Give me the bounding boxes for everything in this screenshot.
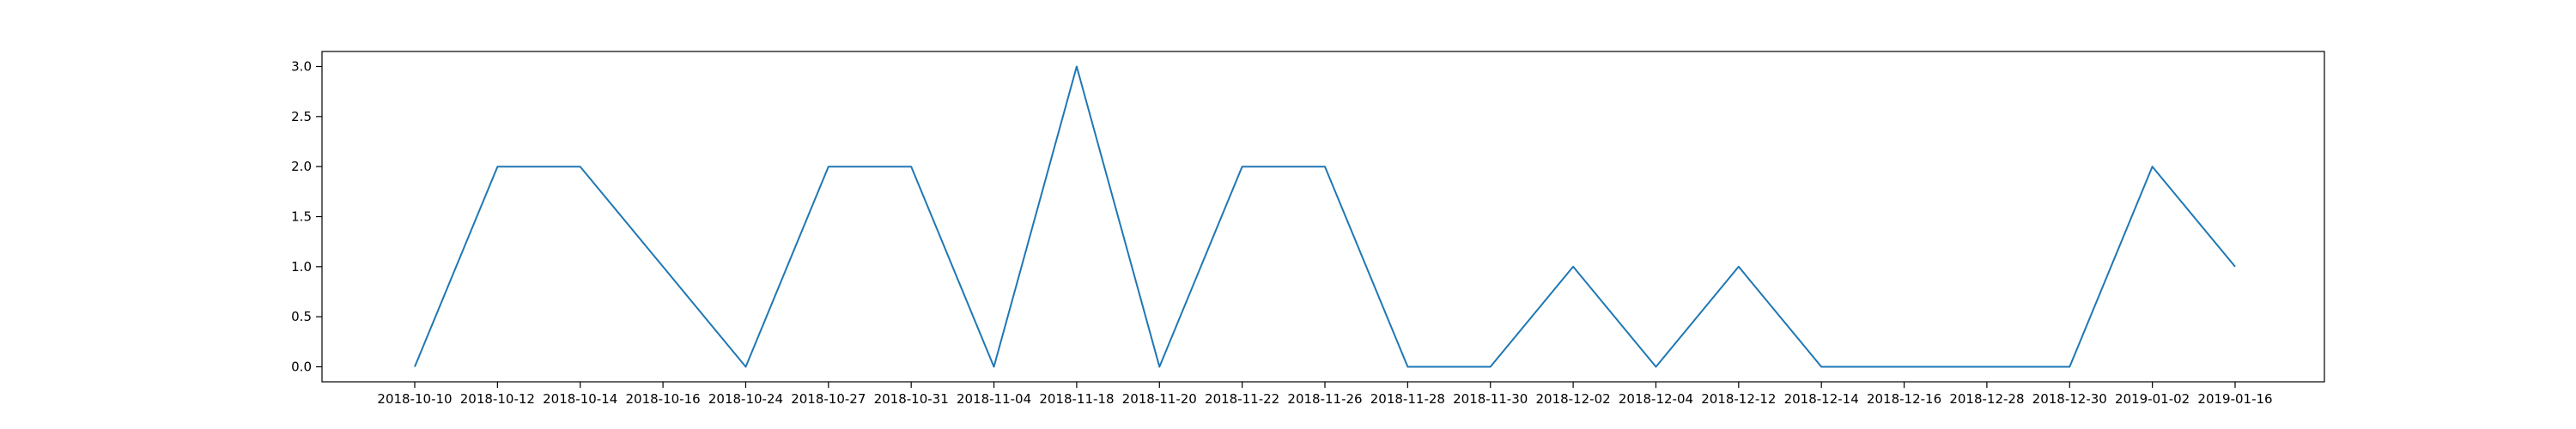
x-tick-label: 2018-12-14: [1784, 391, 1859, 407]
y-tick-label: 0.5: [291, 309, 312, 324]
y-tick-label: 1.0: [291, 259, 312, 275]
x-tick-label: 2018-10-31: [874, 391, 949, 407]
x-tick-label: 2018-12-12: [1701, 391, 1776, 407]
x-tick-label: 2018-12-02: [1535, 391, 1610, 407]
y-tick-label: 0.0: [291, 360, 312, 375]
x-tick-label: 2018-11-18: [1039, 391, 1114, 407]
x-tick-label: 2018-12-28: [1949, 391, 2024, 407]
x-tick-label: 2018-11-26: [1287, 391, 1362, 407]
y-tick-label: 3.0: [291, 59, 312, 75]
x-tick-label: 2018-11-04: [957, 391, 1031, 407]
x-tick-label: 2018-10-14: [543, 391, 617, 407]
x-tick-label: 2018-10-12: [460, 391, 535, 407]
x-tick-label: 2018-12-30: [2032, 391, 2107, 407]
series-line: [414, 65, 2236, 368]
x-tick-label: 2018-12-04: [1619, 391, 1693, 407]
x-axis: 2018-10-10 2018-10-12 2018-10-14 2018-10-16…: [377, 382, 2273, 407]
x-tick-label: 2018-11-30: [1453, 391, 1528, 407]
series-layer: [414, 65, 2236, 368]
x-tick-label: 2018-10-16: [625, 391, 700, 407]
y-tick-label: 1.5: [291, 209, 312, 225]
x-tick-label: 2018-12-16: [1867, 391, 1941, 407]
y-axis: 0.0 0.5 1.0 1.5 2.0 2.5 3.0: [291, 59, 322, 375]
x-tick-label: 2019-01-02: [2115, 391, 2190, 407]
y-tick-label: 2.5: [291, 109, 312, 124]
x-tick-label: 2018-10-24: [708, 391, 783, 407]
x-tick-label: 2018-11-28: [1370, 391, 1445, 407]
x-tick-label: 2019-01-16: [2197, 391, 2272, 407]
x-tick-label: 2018-10-10: [377, 391, 452, 407]
x-tick-label: 2018-10-27: [791, 391, 866, 407]
x-tick-label: 2018-11-22: [1205, 391, 1279, 407]
plot-area: [321, 51, 2325, 383]
x-tick-label: 2018-11-20: [1122, 391, 1197, 407]
y-tick-label: 2.0: [291, 159, 312, 174]
